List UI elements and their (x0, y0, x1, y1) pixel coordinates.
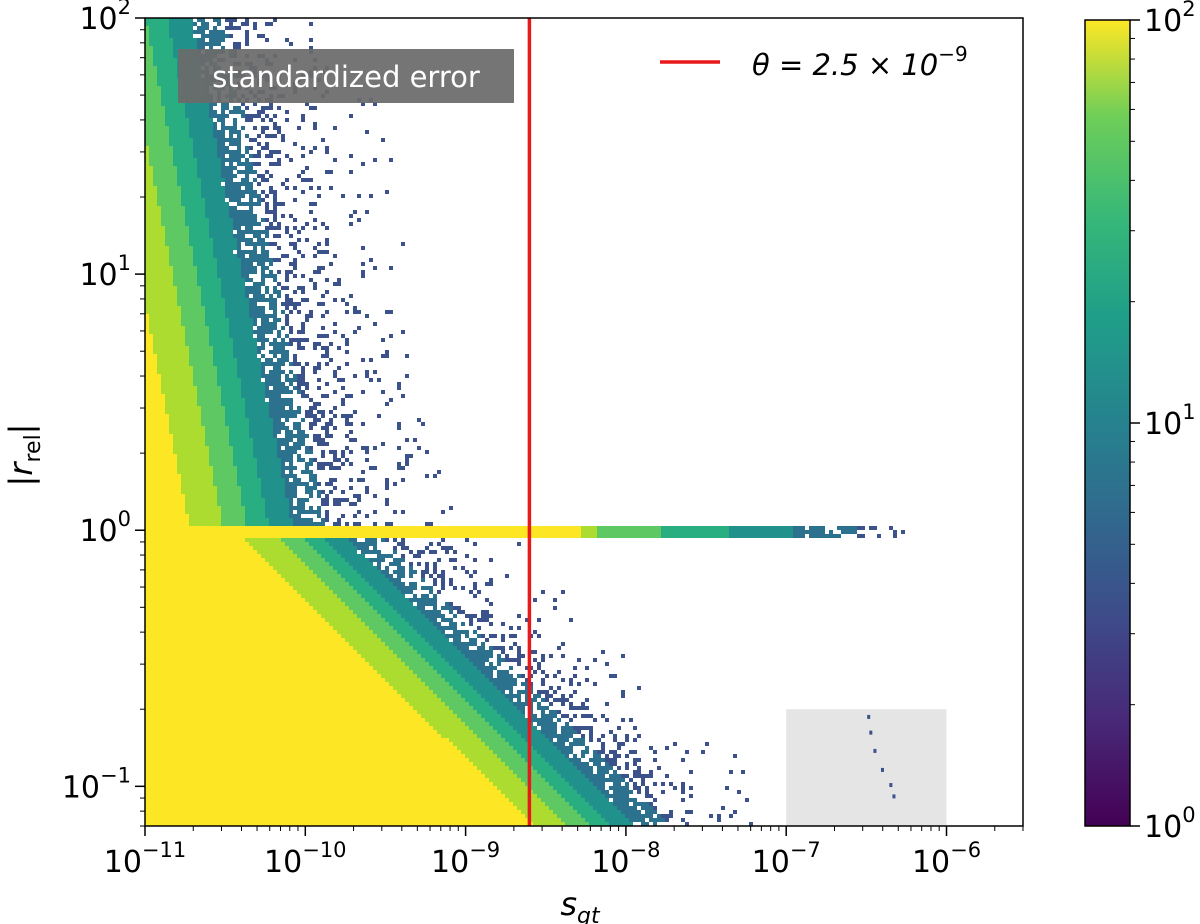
colorbar-tick-label: 100 (1144, 803, 1196, 845)
colorbar-tick-label: 101 (1144, 400, 1196, 442)
y-tick-label: 100 (79, 507, 131, 549)
legend-label: θ = 2.5 × 10−9 (752, 42, 968, 82)
y-axis-ticks: 10−1 100 101 102 (62, 0, 145, 827)
colorbar (1084, 19, 1131, 827)
x-axis-label: sgt (560, 885, 601, 924)
x-tick-label: 10−9 (431, 838, 500, 880)
y-tick-label: 10−1 (62, 763, 131, 805)
colorbar-ticks: 100 101 102 (1130, 0, 1196, 845)
y-axis-label: |rrel| (2, 424, 46, 487)
y-tick-label: 102 (79, 0, 131, 37)
x-axis-ticks: 10−11 10−10 10−9 10−8 10−7 10−6 (104, 826, 1024, 880)
colorbar-tick-label: 102 (1144, 0, 1196, 39)
heatmap-density (145, 18, 905, 826)
x-tick-label: 10−11 (104, 838, 187, 880)
x-tick-label: 10−7 (752, 838, 821, 880)
x-tick-label: 10−8 (591, 838, 660, 880)
shaded-region (786, 709, 947, 826)
y-tick-label: 101 (79, 251, 131, 293)
x-tick-label: 10−10 (264, 838, 347, 880)
plot-frame (144, 17, 1024, 827)
annotation-box (178, 49, 514, 103)
x-tick-label: 10−6 (912, 838, 981, 880)
annotation-text: standardized error (212, 60, 480, 94)
